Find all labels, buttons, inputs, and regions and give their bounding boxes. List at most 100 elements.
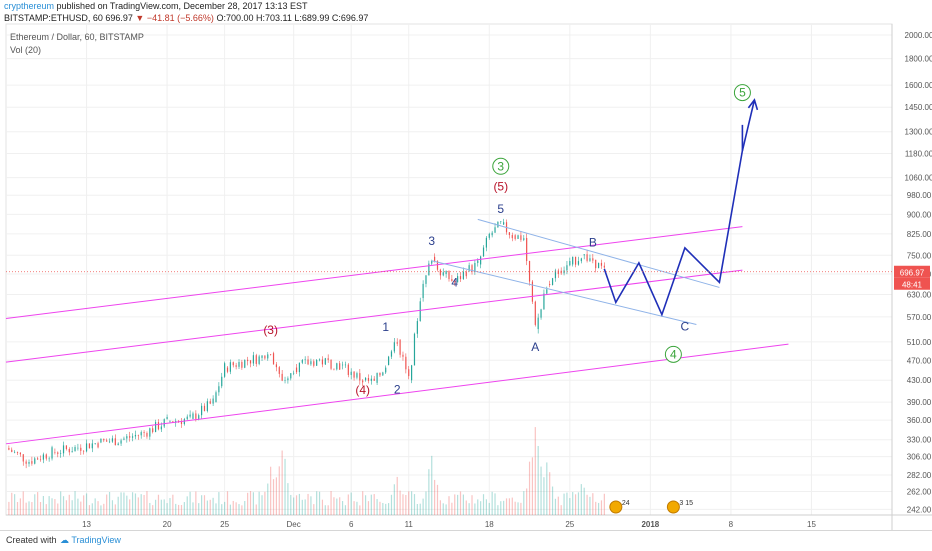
candle-body (160, 426, 162, 430)
candle-body (108, 441, 111, 443)
candle-body (37, 458, 39, 460)
candle-body (574, 256, 577, 265)
volume-bar (195, 491, 197, 515)
volume-bar (287, 483, 289, 515)
volume-bar (514, 501, 516, 515)
candle-body (238, 362, 240, 367)
candle-body (376, 372, 378, 383)
volume-bar (353, 501, 355, 515)
candle-body (520, 235, 522, 240)
candle-body (235, 365, 237, 367)
volume-bar (408, 491, 410, 515)
candle-body (278, 367, 280, 374)
candle-body (186, 416, 188, 420)
volume-bar (149, 502, 151, 515)
candle-body (597, 262, 600, 269)
wave-label: 5 (497, 202, 504, 216)
volume-bar (160, 499, 162, 515)
volume-bar (402, 494, 404, 515)
volume-bar (247, 492, 249, 515)
candle-body (445, 270, 447, 275)
candle-body (304, 359, 306, 361)
candle-body (503, 222, 505, 225)
volume-bar (131, 492, 134, 515)
volume-bar (603, 493, 605, 515)
candle-body (126, 436, 128, 439)
candle-body (399, 339, 401, 355)
volume-bar (198, 503, 200, 515)
plot-area (5, 23, 893, 516)
candle-body (203, 405, 206, 411)
candle-body (281, 373, 283, 381)
volume-bar (316, 491, 318, 515)
volume-bar (232, 500, 234, 515)
volume-bar (448, 496, 450, 515)
volume-bar (589, 496, 591, 515)
volume-bar (281, 450, 283, 515)
x-tick-label: 20 (163, 520, 172, 529)
tradingview-logo-icon[interactable]: ☁ TradingView (60, 535, 121, 545)
wave-label: 1 (382, 320, 389, 334)
candle-body (442, 272, 444, 276)
volume-bar (347, 494, 349, 515)
candle-body (316, 360, 318, 366)
candle-body (318, 359, 321, 361)
volume-bar (206, 500, 208, 515)
wave-label: 3 (428, 234, 435, 248)
candle-body (459, 276, 462, 280)
volume-bar (451, 502, 453, 515)
candle-body (330, 359, 332, 369)
volume-bar (264, 491, 266, 515)
volume-bar (183, 502, 185, 515)
wave-label: A (531, 340, 539, 354)
volume-bar (37, 492, 39, 515)
candle-body (425, 275, 427, 284)
wave-label-circle (733, 84, 751, 102)
volume-bar (120, 492, 122, 515)
candle-body (471, 265, 473, 272)
candle-body (462, 271, 464, 280)
volume-bar (597, 502, 600, 515)
volume-bar (551, 486, 554, 515)
volume-bar (16, 502, 19, 515)
volume-bar (376, 499, 378, 515)
candle-body (80, 447, 82, 451)
x-tick-label: 8 (729, 520, 734, 529)
volume-bar (304, 499, 306, 515)
candle-body (387, 356, 390, 366)
candle-body (402, 354, 404, 357)
volume-bar (108, 492, 111, 515)
volume-bar (62, 496, 65, 515)
volume-bar (592, 493, 594, 515)
candle-body (290, 373, 292, 379)
candle-body (71, 451, 73, 453)
candle-body (22, 454, 24, 462)
volume-bar (180, 504, 183, 515)
y-tick-label: 1300.00 (905, 128, 932, 137)
candle-body (34, 458, 36, 464)
volume-bar (362, 491, 364, 515)
candle-body (517, 235, 519, 239)
volume-bar (471, 495, 473, 515)
volume-bar (39, 502, 42, 515)
candle-body (166, 417, 168, 420)
author-link[interactable]: crypthereum (4, 1, 55, 11)
candle-body (74, 447, 76, 452)
candle-body (526, 237, 528, 262)
candle-body (339, 363, 341, 370)
y-tick-label: 330.00 (907, 436, 932, 445)
candle-body (224, 363, 226, 377)
candle-body (157, 422, 160, 430)
volume-bar (28, 501, 30, 515)
volume-bar (272, 479, 275, 515)
candle-body (100, 438, 102, 443)
candle-body (327, 358, 329, 360)
volume-bar (508, 498, 511, 515)
candle-body (45, 454, 47, 459)
volume-bar (163, 499, 165, 515)
candles (8, 218, 605, 469)
candle-body (28, 462, 30, 464)
price-change: −41.81 (−5.66%) (146, 13, 214, 23)
wave-label: B (589, 235, 597, 249)
